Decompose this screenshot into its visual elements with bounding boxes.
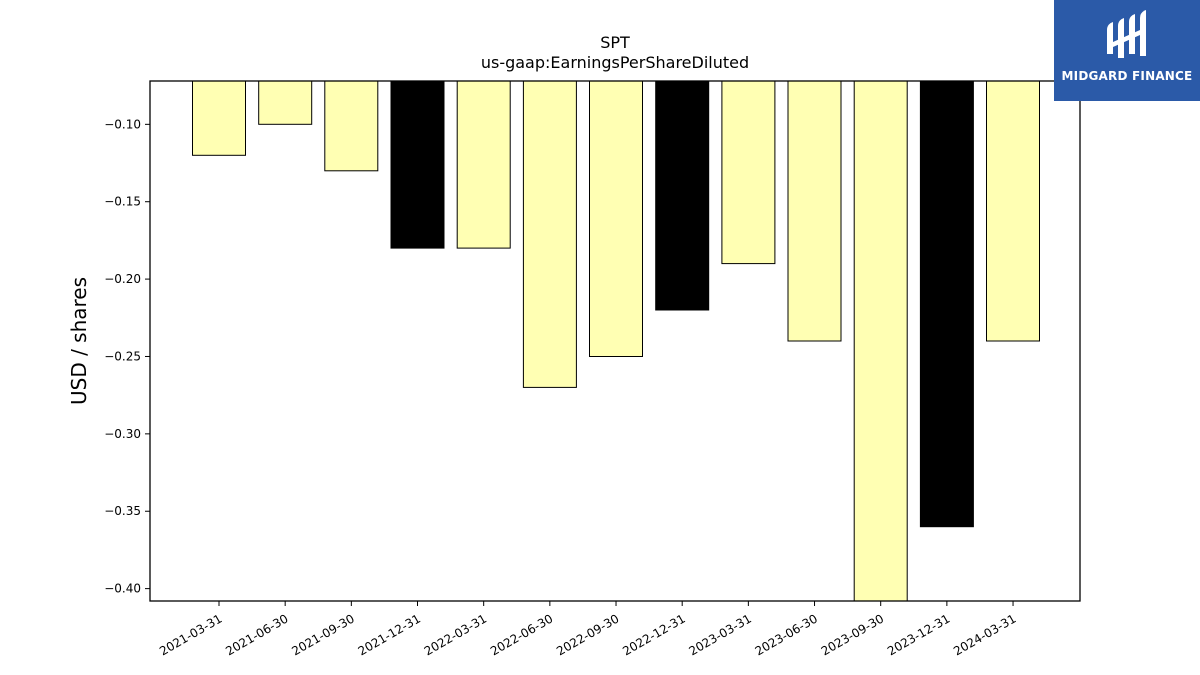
x-tick-label: 2022-03-31 (422, 611, 489, 658)
x-tick-label: 2021-09-30 (289, 611, 356, 658)
midgard-logo-icon (1107, 10, 1146, 58)
y-axis-ticks: −0.10 −0.15 −0.20 −0.25 −0.30 −0.35 −0.40 (104, 117, 150, 596)
bar-2021-06-30 (258, 80, 313, 125)
chart-title: SPT (600, 33, 630, 52)
bar-2023-12-31 (919, 80, 974, 528)
x-tick-label: 2024-03-31 (951, 611, 1018, 658)
x-axis-ticks: 2021-03-312021-06-302021-09-302021-12-31… (157, 601, 1019, 658)
bar-2022-03-31 (456, 80, 511, 249)
bar-2021-12-31 (390, 80, 445, 249)
x-tick-label: 2022-12-31 (620, 611, 687, 658)
x-tick-label: 2021-03-31 (157, 611, 224, 658)
y-tick-label: −0.10 (104, 117, 141, 131)
y-tick-label: −0.30 (104, 427, 141, 441)
bar-2024-03-31 (986, 80, 1040, 342)
brand-name: MIDGARD FINANCE (1061, 69, 1193, 83)
bar-2023-03-31 (721, 80, 776, 265)
bar-2021-09-30 (324, 80, 379, 172)
y-tick-label: −0.20 (104, 272, 141, 286)
bar-2023-09-30 (853, 80, 908, 602)
x-tick-label: 2023-06-30 (753, 611, 820, 658)
y-tick-label: −0.40 (104, 582, 141, 596)
chart-subtitle: us-gaap:EarningsPerShareDiluted (481, 53, 749, 72)
y-axis-label: USD / shares (67, 277, 91, 405)
bar-2022-12-31 (655, 80, 710, 311)
bar-2022-09-30 (589, 80, 643, 357)
bars-group (192, 80, 1040, 602)
y-tick-label: −0.15 (104, 195, 141, 209)
x-tick-label: 2022-06-30 (488, 611, 555, 658)
x-tick-label: 2023-09-30 (819, 611, 886, 658)
x-tick-label: 2023-03-31 (686, 611, 753, 658)
bar-2022-06-30 (522, 80, 577, 388)
y-tick-label: −0.35 (104, 504, 141, 518)
plot-frame (149, 80, 1081, 602)
x-tick-label: 2021-12-31 (356, 611, 423, 658)
x-tick-label: 2023-12-31 (885, 611, 952, 658)
y-tick-label: −0.25 (104, 349, 141, 363)
bar-2023-06-30 (787, 80, 842, 342)
bar-2021-03-31 (192, 80, 246, 156)
brand-logo-box: MIDGARD FINANCE (1054, 0, 1200, 101)
x-tick-label: 2021-06-30 (223, 611, 290, 658)
x-tick-label: 2022-09-30 (554, 611, 621, 658)
